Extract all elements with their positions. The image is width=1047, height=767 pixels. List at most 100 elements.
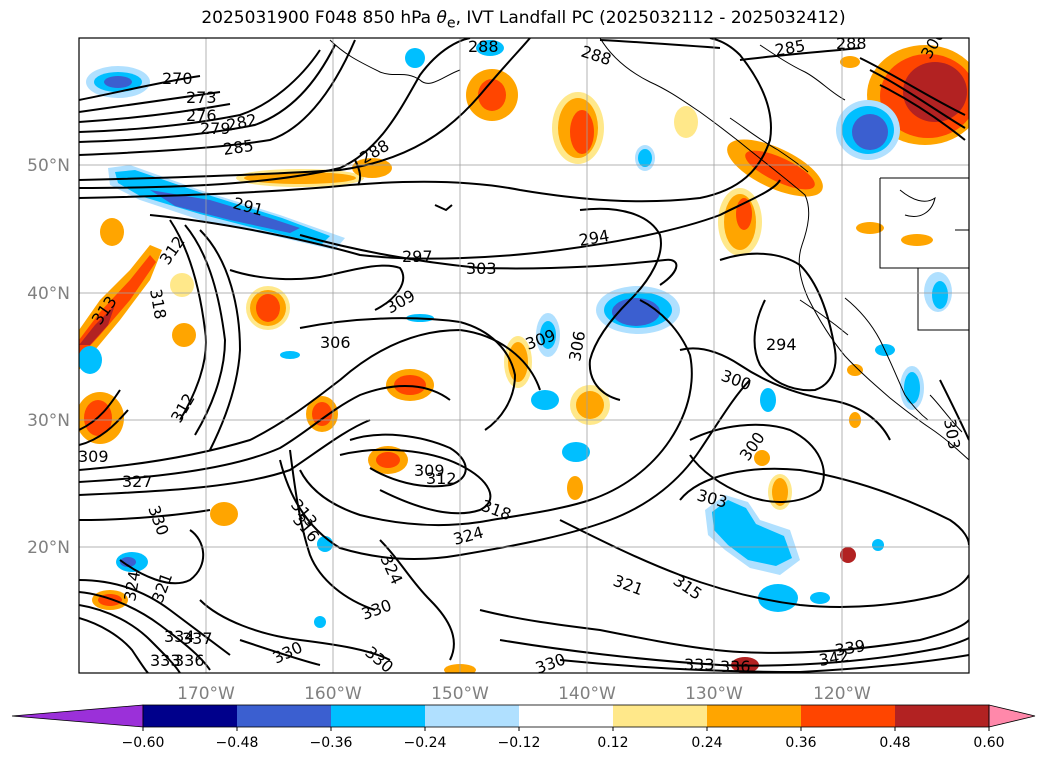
shade-blob [394, 375, 426, 395]
contour-line [299, 234, 678, 286]
contour-line [599, 39, 721, 49]
contour-line [79, 419, 371, 496]
colorbar-tick-label: 0.12 [597, 735, 628, 751]
contour-label: 273 [186, 88, 217, 107]
contour-label: 294 [766, 335, 797, 354]
latitude-labels: 50°N 40°N 30°N 20°N [27, 156, 70, 558]
contour-label: 309 [78, 447, 109, 466]
contour-label: 333 [150, 651, 181, 670]
contour-line [579, 207, 662, 401]
shade-blob [314, 616, 326, 628]
contour-line [379, 539, 455, 661]
contour-label: 327 [122, 472, 153, 491]
contour-line [169, 219, 207, 421]
lon-label: 170°W [177, 684, 235, 704]
contour-label: 309 [414, 461, 445, 480]
contour-line [79, 579, 231, 656]
shade-blob [210, 502, 238, 526]
shade-blob [772, 478, 788, 506]
shade-blob [754, 450, 770, 466]
colorbar-over-extension [988, 704, 1036, 728]
contour-line [479, 609, 969, 654]
contour-line [79, 591, 211, 671]
shade-blob [576, 391, 604, 419]
contour-line [79, 49, 321, 133]
shade-blob [570, 110, 594, 154]
coastline-alaska-inland [759, 44, 846, 101]
shade-blob [405, 48, 425, 68]
contour-line [184, 224, 227, 436]
shade-blob [150, 190, 300, 233]
contour-line [689, 423, 825, 503]
colorbar-bin [707, 705, 802, 727]
shade-blob [562, 442, 590, 462]
contour-line [79, 38, 471, 189]
contour-label: 270 [162, 69, 193, 88]
colorbar-bin [613, 705, 708, 727]
colorbar-bin [331, 705, 426, 727]
shade-blob [872, 539, 884, 551]
shade-blob [120, 557, 136, 567]
shade-blob [256, 294, 280, 322]
contour-line [679, 347, 891, 441]
colorbar-tick-label: −0.24 [404, 735, 447, 751]
colorbar-frame [142, 704, 990, 728]
contour-line [869, 69, 966, 129]
contour-line [79, 409, 129, 446]
contour-line [149, 179, 781, 260]
shade-blob [932, 281, 948, 309]
contour-line [289, 449, 376, 611]
coastline-north-america [599, 38, 969, 461]
contour-line [349, 433, 467, 488]
shade-blob [760, 388, 776, 412]
coastline-bc-islands [729, 117, 809, 173]
coastline-aleutian [329, 39, 461, 84]
contour-line [879, 84, 966, 141]
contour-label: 312 [426, 469, 457, 488]
contour-label: 285 [222, 136, 255, 159]
lon-label: 140°W [558, 684, 616, 704]
coastline-mexico [929, 394, 963, 433]
colorbar-bin [801, 705, 896, 727]
contour-line [79, 38, 772, 203]
coastline-socal [799, 299, 849, 336]
colorbar-bin [519, 705, 614, 727]
contour-line [434, 204, 453, 212]
contour-line [679, 467, 969, 546]
shade-blob [903, 62, 967, 122]
contour-label: 297 [402, 247, 433, 266]
shade-blob [79, 346, 102, 374]
contour-label: 337 [182, 629, 213, 648]
contour-label: 334 [164, 627, 195, 646]
longitude-labels: 170°W 160°W 150°W 140°W 130°W 120°W [177, 684, 871, 704]
lat-label: 30°N [27, 411, 70, 431]
coastlines [329, 38, 969, 461]
border-state [879, 178, 969, 269]
contour-line [79, 39, 356, 156]
colorbar-bin [237, 705, 332, 727]
lat-label: 50°N [27, 156, 70, 176]
contour-label: 276 [186, 106, 217, 125]
contour-label: 285 [773, 36, 806, 60]
colorbar-tick-label: −0.60 [122, 735, 165, 751]
shade-blob [712, 500, 792, 566]
shade-blob [901, 234, 933, 246]
lat-label: 40°N [27, 284, 70, 304]
contour-line [79, 389, 121, 431]
shade-blob [172, 323, 196, 347]
colorbar-tick-label: 0.48 [879, 735, 910, 751]
shade-blob [567, 476, 583, 500]
contour-line [939, 379, 969, 441]
coastline-baja [844, 297, 929, 421]
contour-line [79, 384, 451, 483]
shade-blob [904, 372, 920, 404]
contour-line [859, 57, 966, 116]
colorbar-bin [895, 705, 990, 727]
contour-label: 336 [720, 657, 751, 676]
colorbar-bin [143, 705, 238, 727]
shade-blob [531, 390, 559, 410]
contour-line [559, 519, 969, 608]
contour-line [79, 509, 211, 521]
shade-blob [376, 452, 400, 468]
shade-blob [352, 158, 392, 178]
